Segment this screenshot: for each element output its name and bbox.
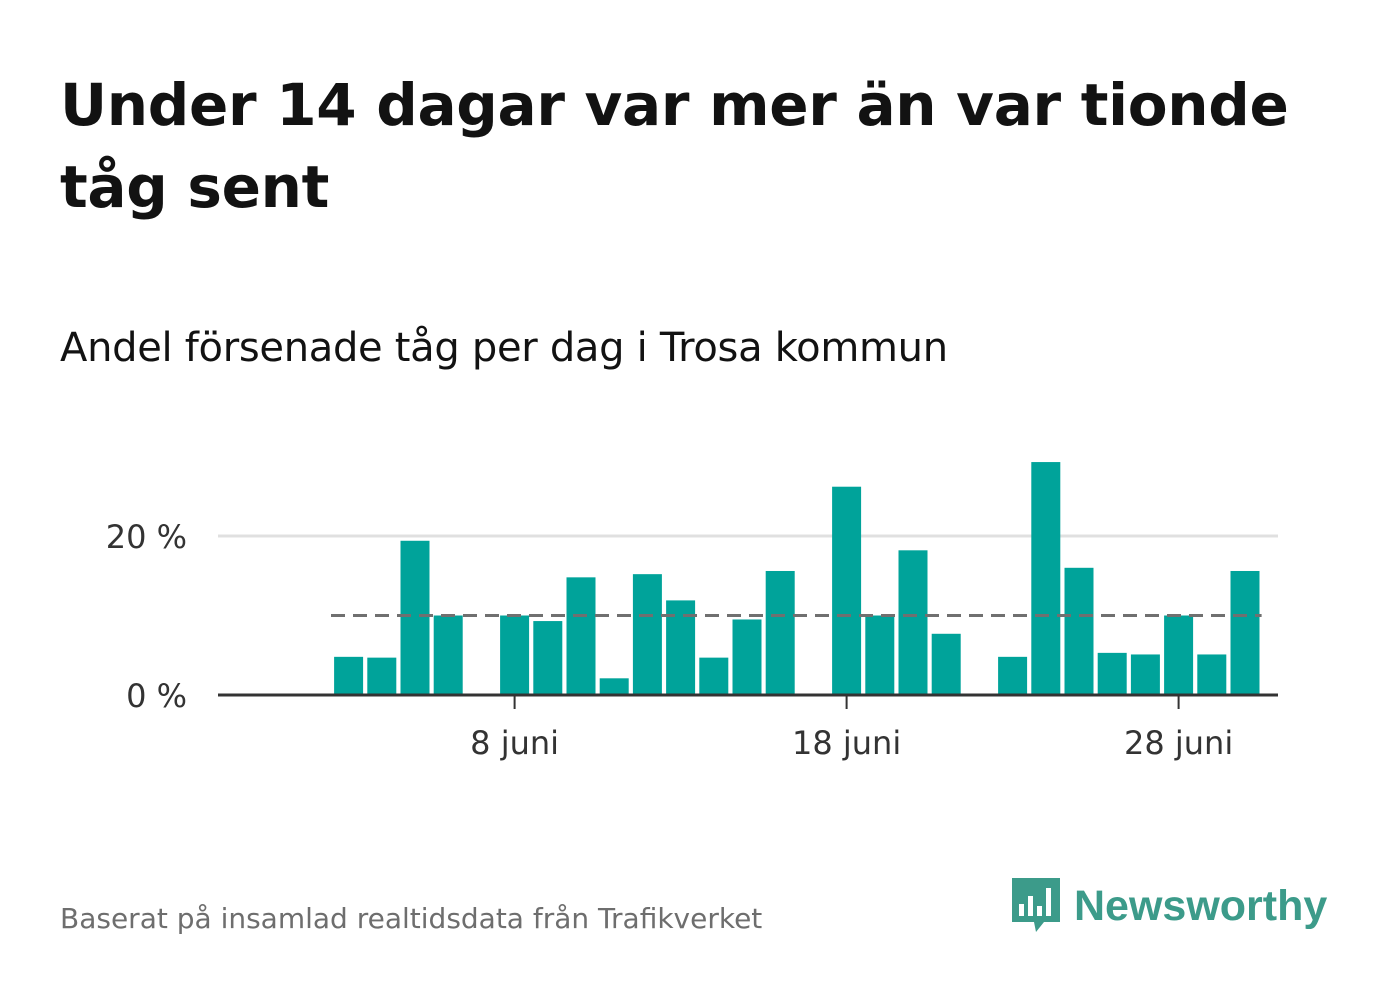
- bar-day-5: [400, 540, 430, 695]
- bar-day-21: [931, 633, 961, 695]
- bar-day-18: [832, 486, 862, 695]
- y-tick-label: 20 %: [106, 518, 187, 556]
- bar-day-14: [699, 657, 729, 695]
- chart-title: Under 14 dagar var mer än var tionde tåg…: [60, 71, 1289, 221]
- bar-day-16: [765, 570, 795, 695]
- bar-day-24: [1031, 462, 1061, 695]
- bar-day-20: [898, 550, 928, 695]
- bar-day-11: [599, 678, 629, 695]
- bar-day-23: [998, 656, 1028, 695]
- bar-day-15: [732, 619, 762, 695]
- bar-day-6: [433, 615, 463, 695]
- bar-day-29: [1197, 654, 1227, 695]
- bar-day-27: [1130, 654, 1160, 695]
- newsworthy-logo[interactable]: Newsworthy: [1010, 876, 1327, 936]
- brand-name: Newsworthy: [1074, 882, 1328, 930]
- y-tick-label: 0 %: [126, 677, 187, 715]
- bar-day-25: [1064, 567, 1094, 695]
- x-tick-label: 8 juni: [470, 724, 559, 762]
- bar-day-19: [865, 615, 895, 695]
- bar-day-4: [367, 657, 397, 695]
- bar-day-10: [566, 577, 596, 695]
- newsworthy-logo-icon: [1012, 878, 1060, 932]
- bar-day-30: [1230, 570, 1260, 695]
- bar-day-26: [1097, 652, 1127, 695]
- bar-day-3: [334, 656, 364, 695]
- source-note: Baserat på insamlad realtidsdata från Tr…: [60, 902, 763, 935]
- bar-day-28: [1164, 615, 1194, 695]
- x-tick-label: 18 juni: [792, 724, 901, 762]
- bar-day-12: [632, 574, 662, 695]
- bar-day-9: [533, 621, 563, 695]
- chart-subtitle: Andel försenade tåg per dag i Trosa komm…: [60, 325, 948, 371]
- bar-day-8: [500, 615, 530, 695]
- x-tick-label: 28 juni: [1124, 724, 1233, 762]
